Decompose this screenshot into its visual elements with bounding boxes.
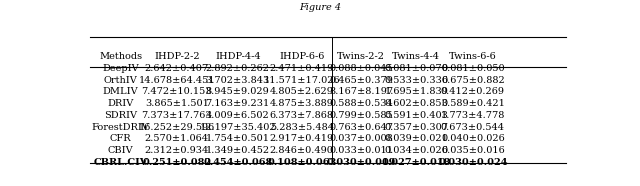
Text: Twins-4-4: Twins-4-4	[392, 52, 440, 61]
Text: 0.588±0.534: 0.588±0.534	[330, 99, 393, 108]
Text: 2.471±0.419: 2.471±0.419	[269, 64, 334, 73]
Text: 3.865±1.501: 3.865±1.501	[145, 99, 209, 108]
Text: 1.773±4.778: 1.773±4.778	[441, 111, 505, 120]
Text: 0.108±0.063: 0.108±0.063	[267, 158, 337, 167]
Text: 2.570±1.064: 2.570±1.064	[145, 134, 209, 143]
Text: IHDP-2-2: IHDP-2-2	[154, 52, 200, 61]
Text: 5.283±5.484: 5.283±5.484	[269, 123, 333, 132]
Text: 16.252±29.596: 16.252±29.596	[139, 123, 215, 132]
Text: 0.034±0.026: 0.034±0.026	[385, 146, 448, 155]
Text: 2.917±0.419: 2.917±0.419	[269, 134, 334, 143]
Text: 1.754±0.501: 1.754±0.501	[205, 134, 269, 143]
Text: 0.081±0.050: 0.081±0.050	[441, 64, 505, 73]
Text: 2.892±0.262: 2.892±0.262	[205, 64, 269, 73]
Text: DMLIV: DMLIV	[103, 87, 138, 96]
Text: 0.081±0.070: 0.081±0.070	[385, 64, 448, 73]
Text: 0.533±0.336: 0.533±0.336	[384, 76, 448, 85]
Text: 1.695±1.839: 1.695±1.839	[385, 87, 448, 96]
Text: 0.763±0.647: 0.763±0.647	[329, 123, 393, 132]
Text: 0.454±0.068: 0.454±0.068	[203, 158, 273, 167]
Text: 1.349±0.452: 1.349±0.452	[205, 146, 270, 155]
Text: CBRL.CIV: CBRL.CIV	[93, 158, 148, 167]
Text: 0.037±0.008: 0.037±0.008	[330, 134, 393, 143]
Text: Twins-6-6: Twins-6-6	[449, 52, 497, 61]
Text: 12.197±35.402: 12.197±35.402	[200, 123, 276, 132]
Text: Methods: Methods	[99, 52, 142, 61]
Text: 0.589±0.421: 0.589±0.421	[441, 99, 505, 108]
Text: DRIV: DRIV	[108, 99, 134, 108]
Text: 11.571±17.026: 11.571±17.026	[264, 76, 340, 85]
Text: 0.088±0.045: 0.088±0.045	[330, 64, 393, 73]
Text: 0.673±0.544: 0.673±0.544	[441, 123, 505, 132]
Text: 14.678±64.451: 14.678±64.451	[138, 76, 215, 85]
Text: 8.945±9.029: 8.945±9.029	[206, 87, 269, 96]
Text: 7.472±10.153: 7.472±10.153	[141, 87, 212, 96]
Text: 0.675±0.882: 0.675±0.882	[441, 76, 505, 85]
Text: 0.030±0.019: 0.030±0.019	[326, 158, 396, 167]
Text: 6.373±7.868: 6.373±7.868	[269, 111, 333, 120]
Text: 3.167±8.197: 3.167±8.197	[329, 87, 394, 96]
Text: OrthIV: OrthIV	[104, 76, 138, 85]
Text: 4.009±6.502: 4.009±6.502	[206, 111, 269, 120]
Text: IHDP-6-6: IHDP-6-6	[279, 52, 324, 61]
Text: 2.846±0.490: 2.846±0.490	[270, 146, 333, 155]
Text: 0.602±0.853: 0.602±0.853	[385, 99, 448, 108]
Text: 0.412±0.269: 0.412±0.269	[441, 87, 505, 96]
Text: DeepIV: DeepIV	[102, 64, 139, 73]
Text: 2.312±0.934: 2.312±0.934	[145, 146, 209, 155]
Text: 0.591±0.403: 0.591±0.403	[385, 111, 448, 120]
Text: ForestDRIV: ForestDRIV	[92, 123, 150, 132]
Text: 2.642±0.407: 2.642±0.407	[145, 64, 209, 73]
Text: 7.373±17.763: 7.373±17.763	[141, 111, 212, 120]
Text: 0.035±0.016: 0.035±0.016	[441, 146, 505, 155]
Text: 4.875±3.889: 4.875±3.889	[270, 99, 333, 108]
Text: SDRIV: SDRIV	[104, 111, 137, 120]
Text: 0.030±0.024: 0.030±0.024	[438, 158, 508, 167]
Text: 7.163±9.231: 7.163±9.231	[205, 99, 270, 108]
Text: 3.702±3.843: 3.702±3.843	[205, 76, 270, 85]
Text: 0.251±0.082: 0.251±0.082	[142, 158, 211, 167]
Text: 0.027±0.018: 0.027±0.018	[381, 158, 451, 167]
Text: IHDP-4-4: IHDP-4-4	[215, 52, 260, 61]
Text: CBIV: CBIV	[108, 146, 134, 155]
Text: Twins-2-2: Twins-2-2	[337, 52, 385, 61]
Text: 0.465±0.379: 0.465±0.379	[330, 76, 393, 85]
Text: 0.799±0.585: 0.799±0.585	[330, 111, 393, 120]
Text: 0.040±0.026: 0.040±0.026	[441, 134, 505, 143]
Text: CFR: CFR	[110, 134, 131, 143]
Text: 0.357±0.307: 0.357±0.307	[384, 123, 448, 132]
Text: Figure 4: Figure 4	[299, 3, 341, 12]
Text: 0.039±0.021: 0.039±0.021	[385, 134, 448, 143]
Text: 4.805±2.629: 4.805±2.629	[270, 87, 333, 96]
Text: 0.033±0.011: 0.033±0.011	[329, 146, 393, 155]
